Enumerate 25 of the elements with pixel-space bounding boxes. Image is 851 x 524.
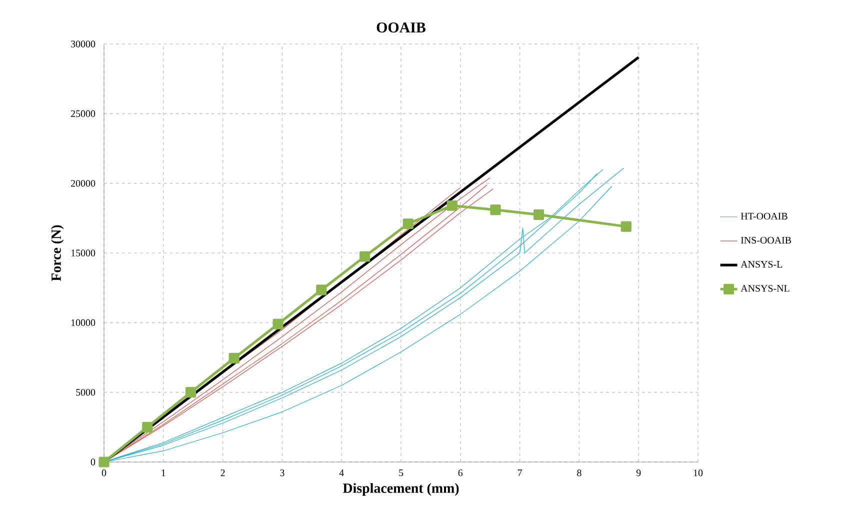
- legend-label: HT-OOAIB: [740, 212, 788, 220]
- legend-label: INS-OOAIB: [740, 236, 792, 244]
- y-tick-label: 0: [90, 458, 96, 466]
- y-tick-label: 15000: [71, 250, 96, 256]
- x-tick-label: 1: [162, 470, 166, 476]
- y-tick-label: 10000: [71, 319, 96, 326]
- x-tick-label: 9: [636, 470, 641, 476]
- chart-title: OOAIB: [376, 22, 426, 32]
- x-tick-label: 2: [220, 470, 225, 476]
- x-tick-label: 6: [458, 470, 463, 476]
- legend-label: ANSYS-L: [740, 260, 782, 268]
- x-tick-label: 0: [102, 470, 106, 476]
- x-axis-title: Displacement (mm): [342, 483, 459, 496]
- x-tick-label: 3: [280, 470, 284, 476]
- legend-label: ANSYS-NL: [740, 285, 790, 292]
- x-tick-label: 8: [577, 470, 582, 476]
- x-tick-label: 5: [399, 470, 404, 476]
- x-tick-label: 4: [339, 470, 344, 476]
- y-tick-label: 5000: [76, 388, 96, 396]
- y-tick-label: 20000: [71, 180, 96, 187]
- y-tick-label: 30000: [71, 40, 96, 48]
- y-tick-label: 25000: [71, 110, 96, 118]
- x-tick-label: 10: [694, 470, 703, 476]
- x-tick-label: 7: [518, 470, 522, 476]
- y-axis-title: Force (N): [51, 225, 64, 282]
